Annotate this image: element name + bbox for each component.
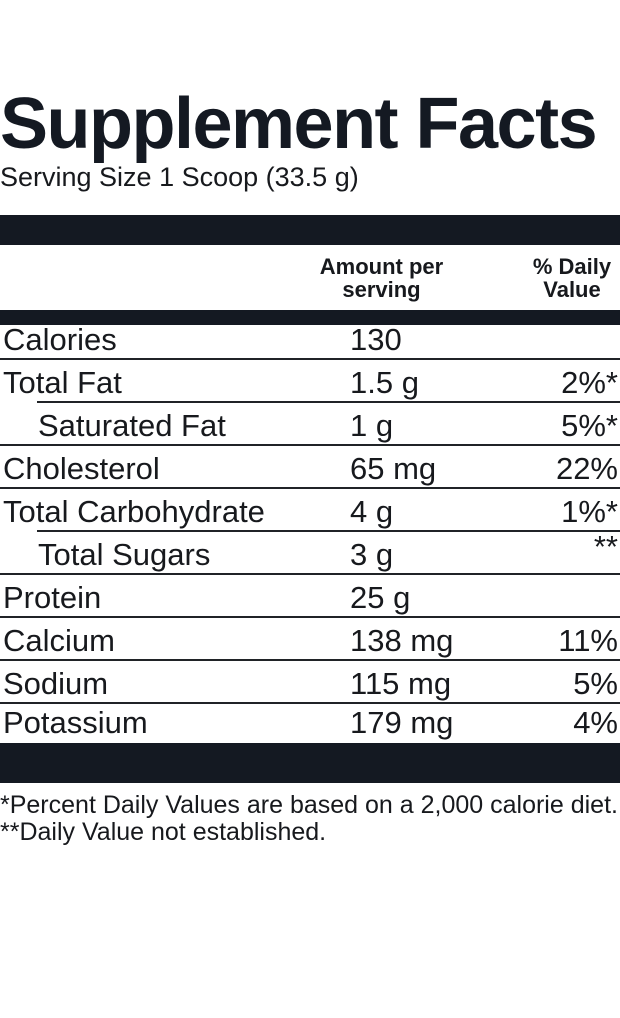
nutrient-label: Potassium	[3, 705, 148, 740]
bottom-divider-bar	[0, 743, 620, 783]
nutrient-label: Cholesterol	[3, 451, 160, 486]
table-row: Total Fat 1.5 g 2%*	[0, 360, 620, 403]
footnotes: *Percent Daily Values are based on a 2,0…	[0, 792, 620, 846]
nutrient-amount: 130	[350, 322, 402, 357]
table-row: Cholesterol 65 mg 22%	[0, 446, 620, 489]
amount-header-line2: serving	[342, 277, 421, 302]
nutrient-amount: 115 mg	[350, 666, 452, 701]
nutrient-amount: 138 mg	[350, 623, 454, 658]
serving-size-text: Serving Size 1 Scoop (33.5 g)	[0, 162, 359, 192]
supplement-facts-label: Supplement Facts Serving Size 1 Scoop (3…	[0, 88, 620, 846]
nutrient-label: Total Sugars	[38, 537, 211, 572]
table-row: Calcium 138 mg 11%	[0, 618, 620, 661]
nutrient-amount: 179 mg	[350, 705, 454, 740]
footnote-daily-values: *Percent Daily Values are based on a 2,0…	[0, 791, 618, 819]
header-divider-bar	[0, 310, 620, 325]
table-row: Saturated Fat 1 g 5%*	[0, 403, 620, 446]
nutrient-amount: 3 g	[350, 537, 394, 572]
facts-rows: Calories 130 Total Fat 1.5 g 2%* Saturated Fa…	[0, 322, 620, 743]
table-row: Total Carbohydrate 4 g 1%*	[0, 489, 620, 532]
nutrient-label: Saturated Fat	[38, 408, 226, 443]
daily-value-column-header: % Daily Value	[524, 255, 620, 301]
nutrient-daily-value: 2%*	[561, 365, 618, 400]
nutrient-label: Calcium	[3, 623, 115, 658]
amount-header-line1: Amount per	[319, 254, 444, 279]
nutrient-amount: 65 mg	[350, 451, 437, 486]
table-row: Potassium 179 mg 4%	[0, 704, 620, 743]
nutrient-amount: 1 g	[350, 408, 394, 443]
nutrient-daily-value: 4%	[573, 705, 618, 740]
dv-header-line1: % Daily	[532, 254, 612, 279]
footnote-not-established: **Daily Value not established.	[0, 818, 327, 846]
page-title: Supplement Facts	[0, 84, 598, 164]
nutrient-label: Total Fat	[3, 365, 122, 400]
nutrient-daily-value: 5%	[573, 666, 618, 701]
nutrient-daily-value: **	[593, 529, 618, 564]
table-row: Protein 25 g	[0, 575, 620, 618]
dv-header-line2: Value	[543, 277, 601, 302]
table-row: Calories 130	[0, 322, 620, 360]
nutrient-amount: 1.5 g	[350, 365, 419, 400]
nutrient-daily-value: 5%*	[561, 408, 618, 443]
nutrient-label: Sodium	[3, 666, 109, 701]
table-row: Sodium 115 mg 5%	[0, 661, 620, 704]
nutrient-daily-value: 22%	[555, 451, 618, 486]
nutrient-daily-value: 1%*	[561, 494, 618, 529]
nutrient-amount: 4 g	[350, 494, 394, 529]
nutrient-label: Total Carbohydrate	[3, 494, 265, 529]
table-row: Total Sugars 3 g **	[0, 529, 620, 575]
table-header-row: Amount per serving % Daily Value	[0, 245, 620, 310]
top-divider-bar	[0, 215, 620, 245]
nutrient-label: Calories	[3, 322, 117, 357]
nutrient-label: Protein	[3, 580, 102, 615]
nutrient-daily-value: 11%	[558, 623, 618, 658]
amount-column-header: Amount per serving	[299, 255, 464, 301]
nutrient-amount: 25 g	[350, 580, 411, 615]
